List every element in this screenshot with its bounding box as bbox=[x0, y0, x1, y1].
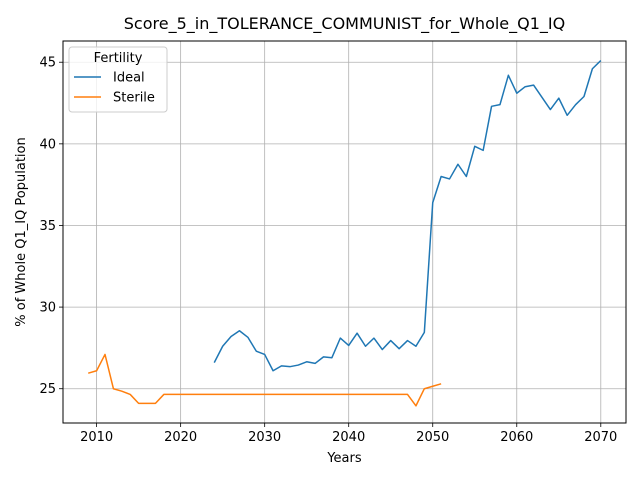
grid bbox=[63, 41, 626, 423]
legend-label-sterile: Sterile bbox=[113, 91, 155, 106]
legend-title: Fertility bbox=[94, 51, 143, 66]
axis-ticks: 2010 2020 2030 2040 2050 2060 2070 25 30 35 40 45 bbox=[39, 56, 617, 445]
x-tick-label: 2050 bbox=[416, 430, 449, 445]
legend-box bbox=[68, 46, 168, 113]
x-axis-title: Years bbox=[326, 451, 362, 466]
y-tick-label: 30 bbox=[39, 301, 56, 316]
chart-title: Score_5_in_TOLERANCE_COMMUNIST_for_Whole… bbox=[124, 14, 565, 34]
x-tick-label: 2020 bbox=[164, 430, 197, 445]
y-tick-label: 25 bbox=[39, 382, 56, 397]
series-layer bbox=[88, 60, 602, 407]
series-line-sterile bbox=[88, 353, 442, 407]
plot-frame bbox=[62, 40, 627, 424]
x-tick-label: 2010 bbox=[80, 430, 113, 445]
x-tick-label: 2060 bbox=[500, 430, 533, 445]
x-tick-label: 2040 bbox=[332, 430, 365, 445]
series-line-ideal bbox=[213, 60, 602, 372]
y-tick-label: 35 bbox=[39, 219, 56, 234]
y-tick-label: 40 bbox=[39, 137, 56, 152]
y-tick-label: 45 bbox=[39, 56, 56, 71]
legend-label-ideal: Ideal bbox=[113, 71, 145, 86]
legend: Fertility Ideal Sterile bbox=[68, 46, 168, 113]
x-tick-label: 2070 bbox=[584, 430, 617, 445]
y-axis-title: % of Whole Q1_IQ Population bbox=[14, 137, 29, 326]
x-tick-label: 2030 bbox=[248, 430, 281, 445]
legend-items: Ideal Sterile bbox=[74, 71, 155, 106]
